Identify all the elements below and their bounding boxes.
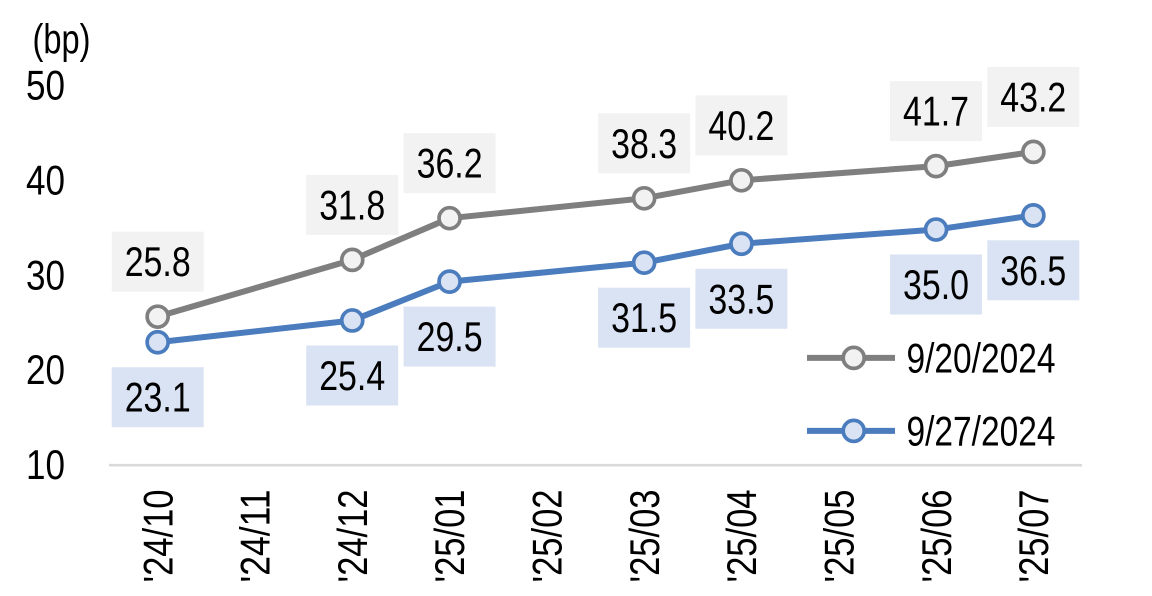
svg-text:'25/03: '25/03 — [621, 490, 668, 583]
svg-text:36.2: 36.2 — [417, 140, 483, 187]
svg-text:'24/11: '24/11 — [232, 490, 279, 583]
svg-text:38.3: 38.3 — [611, 120, 677, 167]
svg-text:30: 30 — [26, 251, 65, 298]
svg-text:10: 10 — [26, 441, 65, 488]
svg-text:'24/10: '24/10 — [134, 490, 181, 583]
svg-text:25.4: 25.4 — [319, 352, 385, 399]
svg-text:(bp): (bp) — [33, 16, 91, 63]
svg-text:36.5: 36.5 — [1000, 247, 1066, 294]
svg-text:50: 50 — [26, 62, 65, 109]
svg-text:'25/01: '25/01 — [426, 490, 473, 583]
svg-text:23.1: 23.1 — [125, 374, 191, 421]
svg-text:31.8: 31.8 — [319, 181, 385, 228]
svg-text:'25/06: '25/06 — [913, 489, 960, 582]
svg-text:'25/05: '25/05 — [816, 490, 863, 583]
svg-text:43.2: 43.2 — [1000, 73, 1066, 120]
svg-text:9/20/2024: 9/20/2024 — [907, 334, 1056, 381]
svg-text:'25/07: '25/07 — [1010, 490, 1057, 583]
svg-text:41.7: 41.7 — [903, 88, 969, 135]
svg-text:'25/04: '25/04 — [718, 490, 765, 583]
svg-text:40: 40 — [26, 157, 65, 204]
svg-text:25.8: 25.8 — [125, 238, 191, 285]
svg-text:20: 20 — [26, 346, 65, 393]
svg-text:40.2: 40.2 — [708, 102, 774, 149]
svg-text:'24/12: '24/12 — [329, 490, 376, 583]
svg-text:9/27/2024: 9/27/2024 — [907, 407, 1056, 454]
svg-text:35.0: 35.0 — [903, 261, 969, 308]
svg-text:29.5: 29.5 — [417, 313, 483, 360]
svg-text:31.5: 31.5 — [611, 294, 677, 341]
svg-text:'25/02: '25/02 — [524, 490, 571, 583]
svg-text:33.5: 33.5 — [708, 275, 774, 322]
